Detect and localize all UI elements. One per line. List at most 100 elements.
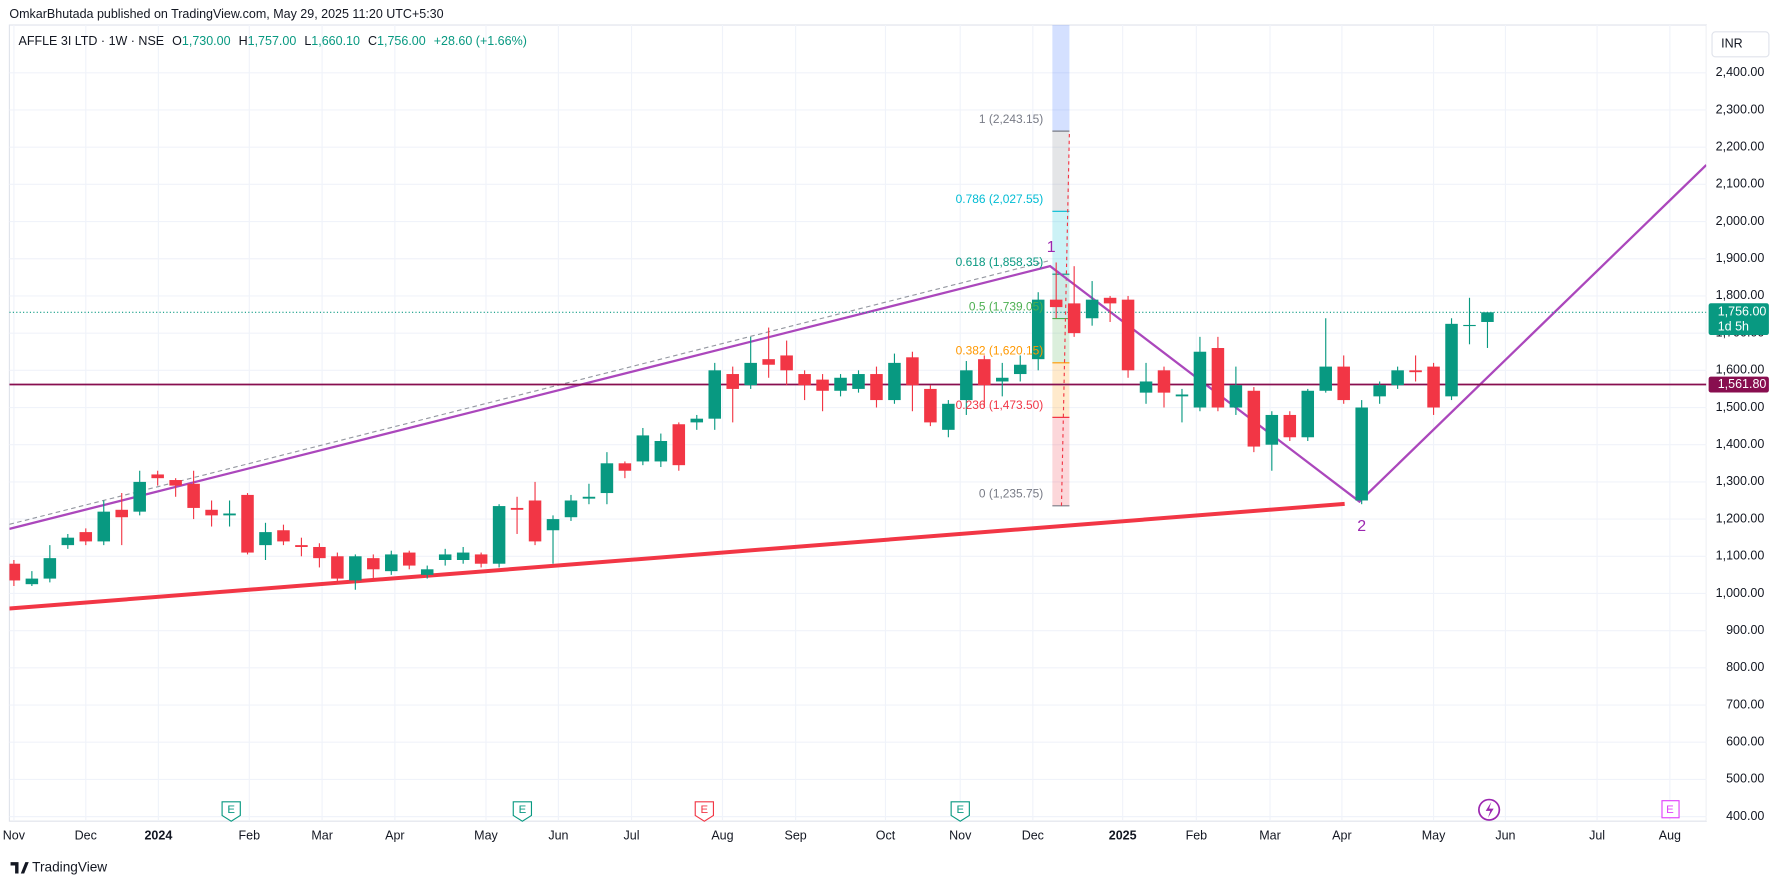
y-tick-label: 1,000.00 xyxy=(1716,586,1765,600)
candle-body xyxy=(780,355,793,371)
dividend-icon xyxy=(1485,801,1494,818)
candle-body xyxy=(870,374,883,401)
candle-body xyxy=(61,537,75,546)
x-tick-label: Mar xyxy=(311,828,333,842)
y-tick-label: 600.00 xyxy=(1726,735,1764,749)
candle-body xyxy=(295,545,308,547)
fib-trend xyxy=(1060,131,1070,506)
event-markers: E E E E E xyxy=(221,798,1680,822)
symbol: AFFLE 3I LTD · 1W · NSE xyxy=(19,34,165,48)
event-label: E xyxy=(956,804,964,816)
candle-body xyxy=(996,377,1009,382)
candle-body xyxy=(151,474,164,479)
footer-logo: TradingView xyxy=(10,859,107,874)
candle-body xyxy=(1031,299,1045,360)
candle-body xyxy=(205,509,218,516)
candle-body xyxy=(708,370,722,419)
x-tick-label: Jun xyxy=(1495,828,1515,842)
y-tick-label: 800.00 xyxy=(1726,660,1764,674)
l-label: L xyxy=(304,34,311,48)
y-tick-label: 1,500.00 xyxy=(1716,400,1765,414)
fib-label: 0.382 (1,620.15) xyxy=(956,344,1044,358)
candle-body xyxy=(187,483,200,508)
x-tick-label: May xyxy=(474,828,498,842)
countdown: 1d 5h xyxy=(1718,319,1749,333)
candle-body xyxy=(816,379,829,391)
candle-body xyxy=(313,546,326,559)
y-tick-label: 1,100.00 xyxy=(1716,549,1765,563)
fib-band xyxy=(1052,131,1070,212)
candle-body xyxy=(1067,303,1081,334)
candle-body xyxy=(654,440,668,462)
x-tick-label: Nov xyxy=(3,828,26,842)
fib-band xyxy=(1052,318,1070,363)
candle-body xyxy=(1211,348,1225,408)
grid xyxy=(9,25,1707,822)
candle-body xyxy=(618,463,632,471)
x-tick-label: Aug xyxy=(711,828,733,842)
o-label: O xyxy=(172,34,182,48)
x-tick-label: Oct xyxy=(876,828,896,842)
o-value: 1,730.00 xyxy=(182,34,231,48)
publisher: OmkarBhutada published on TradingView.co… xyxy=(9,7,443,21)
candle-body xyxy=(798,374,811,386)
candle-body xyxy=(385,554,398,572)
fib-band xyxy=(1052,417,1070,506)
fib-band xyxy=(1052,25,1070,132)
x-tick-label: Sep xyxy=(784,828,806,842)
fib-retracement xyxy=(1052,25,1070,507)
x-tick-label: Dec xyxy=(1022,828,1044,842)
candle-body xyxy=(1355,407,1368,501)
candle-body xyxy=(1265,414,1279,445)
price-axis xyxy=(1706,25,1784,822)
hline-tag xyxy=(1708,376,1769,393)
candle-body xyxy=(331,556,344,579)
footer: TradingView xyxy=(32,859,107,874)
y-tick-label: 1,200.00 xyxy=(1716,511,1765,525)
candle-body xyxy=(241,494,254,553)
candle-body xyxy=(690,418,704,423)
x-tick-label: Jul xyxy=(1589,828,1605,842)
y-tick-label: 2,100.00 xyxy=(1716,177,1765,191)
candle-body xyxy=(133,481,146,512)
y-tick-label: 500.00 xyxy=(1726,772,1764,786)
candle-body xyxy=(636,435,650,462)
candle-body xyxy=(546,519,560,531)
candle-body xyxy=(1373,385,1386,397)
dashed-trend xyxy=(9,259,1051,525)
y-tick-label: 900.00 xyxy=(1726,623,1764,637)
candle-body xyxy=(456,552,470,560)
candle-body xyxy=(1247,390,1261,447)
candle-body xyxy=(510,507,524,510)
event-icon xyxy=(950,801,970,822)
candle-body xyxy=(1409,370,1422,373)
x-tick-label: Jul xyxy=(624,828,640,842)
event-label: E xyxy=(519,804,527,816)
candle-body xyxy=(762,359,775,365)
event-icon xyxy=(512,801,533,822)
candle-body xyxy=(924,388,937,423)
candle-body xyxy=(726,374,739,389)
candle-body xyxy=(1301,390,1315,438)
candle-body xyxy=(9,563,21,581)
candle-body xyxy=(420,569,434,575)
y-tick-label: 1,400.00 xyxy=(1716,437,1765,451)
candle-body xyxy=(1229,385,1243,408)
candle-body xyxy=(492,506,506,564)
candle-body xyxy=(115,509,128,518)
candle-body xyxy=(672,424,686,466)
candle-body xyxy=(960,370,973,401)
x-tick-label: Dec xyxy=(75,828,97,842)
candle-body xyxy=(834,377,847,391)
x-tick-label: May xyxy=(1422,828,1446,842)
candle-body xyxy=(1193,351,1207,408)
candle-body xyxy=(942,403,955,430)
candle-body xyxy=(277,530,290,542)
event-icon xyxy=(1661,800,1680,819)
candle-body xyxy=(1427,366,1440,408)
candle-body xyxy=(1445,323,1458,397)
x-tick-label: Apr xyxy=(1332,828,1351,842)
fib-label: 0.786 (2,027.55) xyxy=(956,192,1044,206)
candle-body xyxy=(259,532,272,546)
fib-label: 1 (2,243.15) xyxy=(979,112,1043,126)
